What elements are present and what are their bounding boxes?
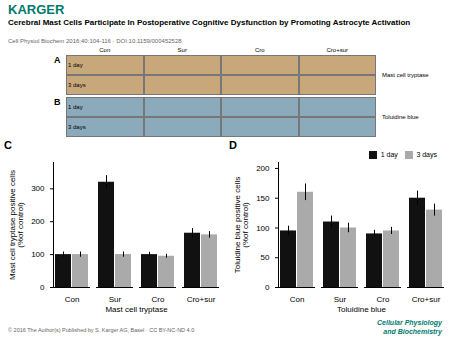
html-text:A: A <box>54 55 61 65</box>
svg-text:Con: Con <box>290 295 305 304</box>
html-text:B: B <box>54 97 61 107</box>
svg-text:100: 100 <box>31 250 45 259</box>
svg-text:50: 50 <box>261 253 270 262</box>
html-text:Sur: Sur <box>177 47 187 53</box>
html-text:Toluidine blue: Toluidine blue <box>382 114 419 120</box>
html-text:1 day: 1 day <box>68 62 83 68</box>
svg-text:Cro: Cro <box>377 295 390 304</box>
html-text:C: C <box>4 139 12 151</box>
html-text:1 day: 1 day <box>380 151 398 158</box>
svg-text:0: 0 <box>265 283 270 292</box>
svg-text:Toluidine blue: Toluidine blue <box>337 305 386 314</box>
html-text:Cerebral Mast Cells Participat: Cerebral Mast Cells Participate In Posto… <box>8 18 411 27</box>
svg-text:0: 0 <box>40 283 45 292</box>
svg-text:Toluidine blue positive cells(: Toluidine blue positive cells(%of contro… <box>233 177 250 274</box>
svg-text:Cro+sur: Cro+sur <box>412 295 441 304</box>
html-text:3 days: 3 days <box>68 82 86 88</box>
svg-text:Cro: Cro <box>152 295 165 304</box>
html-text:3 days: 3 days <box>68 124 86 130</box>
html-text:KARGER: KARGER <box>8 2 65 17</box>
html-text:Mast cell tryptase: Mast cell tryptase <box>382 72 429 78</box>
svg-text:Cro+sur: Cro+sur <box>187 295 216 304</box>
svg-text:200: 200 <box>31 217 45 226</box>
html-text:3 days: 3 days <box>416 151 437 158</box>
svg-text:100: 100 <box>256 224 270 233</box>
svg-text:200: 200 <box>256 164 270 173</box>
html-text:and Biochemistry: and Biochemistry <box>383 328 442 335</box>
html-text:Cro+sur: Cro+sur <box>326 47 348 53</box>
html-text:Cell Physiol Biochem 2016;40:1: Cell Physiol Biochem 2016;40:104-116 · D… <box>8 38 182 44</box>
svg-text:Sur: Sur <box>334 295 347 304</box>
html-text:Cro: Cro <box>254 47 265 53</box>
svg-text:150: 150 <box>256 194 270 203</box>
svg-text:Sur: Sur <box>109 295 122 304</box>
html-text:Con: Con <box>99 47 111 53</box>
svg-text:Mast cell tryptase positive ce: Mast cell tryptase positive cells(%of co… <box>8 170 25 280</box>
html-text:Cellular Physiology: Cellular Physiology <box>377 319 442 326</box>
html-text:© 2016 The Author(s) Published: © 2016 The Author(s) Published by S. Kar… <box>8 327 195 333</box>
svg-text:Con: Con <box>65 295 80 304</box>
svg-text:300: 300 <box>31 184 45 193</box>
html-text:1 day: 1 day <box>68 104 83 110</box>
svg-text:Mast cell tryptase: Mast cell tryptase <box>105 305 168 314</box>
html-text:D: D <box>229 139 237 151</box>
